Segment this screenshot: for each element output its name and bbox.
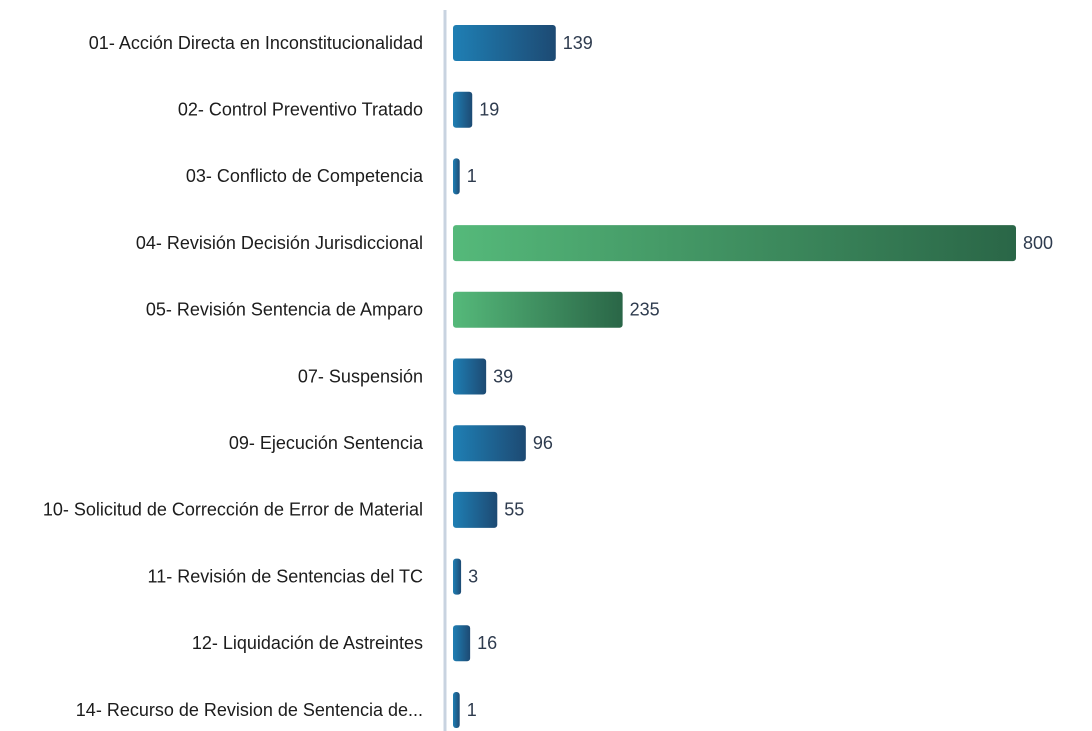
- value-label: 19: [479, 99, 499, 119]
- bar: [453, 491, 498, 528]
- value-label: 1: [467, 166, 477, 186]
- value-label: 96: [533, 433, 553, 453]
- category-label: 12- Liquidación de Astreintes: [192, 633, 423, 653]
- bar: [453, 291, 623, 328]
- value-label: 3: [468, 566, 478, 586]
- bar: [453, 625, 471, 662]
- bar: [453, 25, 556, 61]
- category-label: 10- Solicitud de Corrección de Error de …: [43, 500, 423, 520]
- value-label: 55: [504, 500, 524, 520]
- category-label: 01- Acción Directa en Inconstitucionalid…: [89, 33, 423, 53]
- bar: [453, 91, 473, 128]
- bar: [453, 425, 526, 462]
- bar: [453, 558, 462, 595]
- category-label: 04- Revisión Decisión Jurisdiccional: [136, 233, 423, 253]
- category-label: 11- Revisión de Sentencias del TC: [148, 566, 423, 586]
- bar: [453, 225, 1016, 262]
- value-label: 39: [493, 366, 513, 386]
- category-label: 07- Suspensión: [298, 366, 423, 386]
- value-label: 800: [1023, 233, 1053, 253]
- category-label: 09- Ejecución Sentencia: [229, 433, 424, 453]
- value-label: 16: [477, 633, 497, 653]
- bar: [453, 158, 460, 195]
- value-label: 1: [467, 700, 477, 720]
- category-label: 14- Recurso de Revision de Sentencia de.…: [76, 700, 423, 720]
- bar: [453, 358, 487, 395]
- bar: [453, 692, 460, 728]
- value-label: 139: [563, 33, 593, 53]
- value-label: 235: [630, 300, 660, 320]
- category-label: 03- Conflicto de Competencia: [186, 166, 424, 186]
- category-label: 05- Revisión Sentencia de Amparo: [146, 300, 423, 320]
- category-label: 02- Control Preventivo Tratado: [178, 99, 423, 119]
